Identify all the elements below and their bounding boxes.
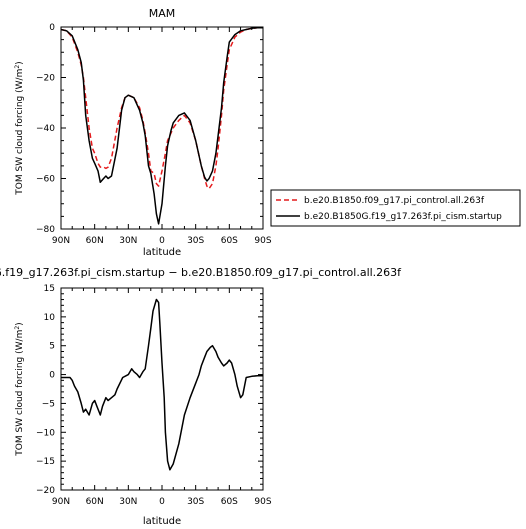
top-chart-series-group — [60, 27, 263, 225]
top-chart-xtick-label: 60S — [221, 236, 238, 246]
top-chart: MAM 90N 60N 30N 0 30S 60S 90S 0 −20 −40 −60 −80 TOM… — [14, 7, 521, 258]
bottom-chart-plot-frame — [60, 287, 264, 491]
top-chart-legend: b.e20.B1850.f09_g17.pi_control.all.263f … — [270, 189, 521, 227]
top-chart-title: MAM — [149, 7, 176, 20]
bottom-chart-ytick-label: 15 — [44, 284, 55, 294]
bottom-chart-xtick-label: 90N — [52, 497, 70, 507]
legend-label-cism: b.e20.B1850G.f19_g17.263f.pi_cism.startu… — [304, 212, 502, 222]
bottom-chart-ytick-label: −5 — [42, 399, 55, 409]
bottom-chart-xlabel: latitude — [143, 516, 181, 527]
bottom-chart-xtick-label: 30S — [187, 497, 204, 507]
bottom-chart-series-group — [61, 298, 263, 471]
top-chart-ylabel: TOM SW cloud forcing (W/m2) — [14, 61, 25, 195]
top-chart-ytick-label: −40 — [36, 124, 55, 134]
top-chart-xtick-label: 60N — [86, 236, 104, 246]
bottom-chart-xtick-label: 0 — [159, 497, 165, 507]
top-chart-xtick-label: 0 — [159, 236, 165, 246]
bottom-chart-ytick-label: −20 — [36, 486, 55, 496]
top-chart-xtick-label: 90N — [52, 236, 70, 246]
top-chart-ticks: 90N 60N 30N 0 30S 60S 90S 0 −20 −40 −60 −80 — [36, 23, 272, 246]
legend-label-control: b.e20.B1850.f09_g17.pi_control.all.263f — [304, 196, 485, 206]
bottom-chart-ytick-label: −10 — [36, 428, 55, 438]
bottom-chart-ylabel: TOM SW cloud forcing (W/m2) — [14, 322, 25, 456]
bottom-chart-xtick-label: 30N — [119, 497, 137, 507]
bottom-chart-ytick-label: 10 — [44, 313, 56, 323]
bottom-chart-ytick-label: 5 — [49, 342, 55, 352]
bottom-chart-ytick-label: −15 — [36, 457, 55, 467]
top-chart-xtick-label: 90S — [254, 236, 271, 246]
top-chart-xtick-label: 30S — [187, 236, 204, 246]
top-chart-ytick-label: −60 — [36, 175, 55, 185]
top-chart-series-line-1 — [60, 27, 263, 225]
bottom-chart-xtick-label: 60S — [221, 497, 238, 507]
top-chart-ytick-label: −80 — [36, 225, 55, 235]
top-chart-ytick-label: 0 — [49, 23, 55, 33]
bottom-chart-ticks: 90N 60N 30N 0 30S 60S 90S 15 10 5 0 −5 −10 −15 −20 — [36, 284, 272, 507]
top-chart-xlabel: latitude — [143, 247, 181, 258]
bottom-chart: b.e20.B1850G.f19_g17.263f.pi_cism.startu… — [0, 266, 402, 527]
bottom-chart-title: b.e20.B1850G.f19_g17.263f.pi_cism.startu… — [0, 266, 402, 279]
bottom-chart-ytick-label: 0 — [49, 371, 55, 381]
legend-frame — [270, 189, 521, 227]
top-chart-series-line-0 — [60, 27, 263, 190]
top-chart-xtick-label: 30N — [119, 236, 137, 246]
bottom-chart-xtick-label: 90S — [254, 497, 271, 507]
top-chart-ytick-label: −20 — [36, 74, 55, 84]
bottom-chart-series-line-0 — [61, 298, 263, 471]
bottom-chart-xtick-label: 60N — [86, 497, 104, 507]
